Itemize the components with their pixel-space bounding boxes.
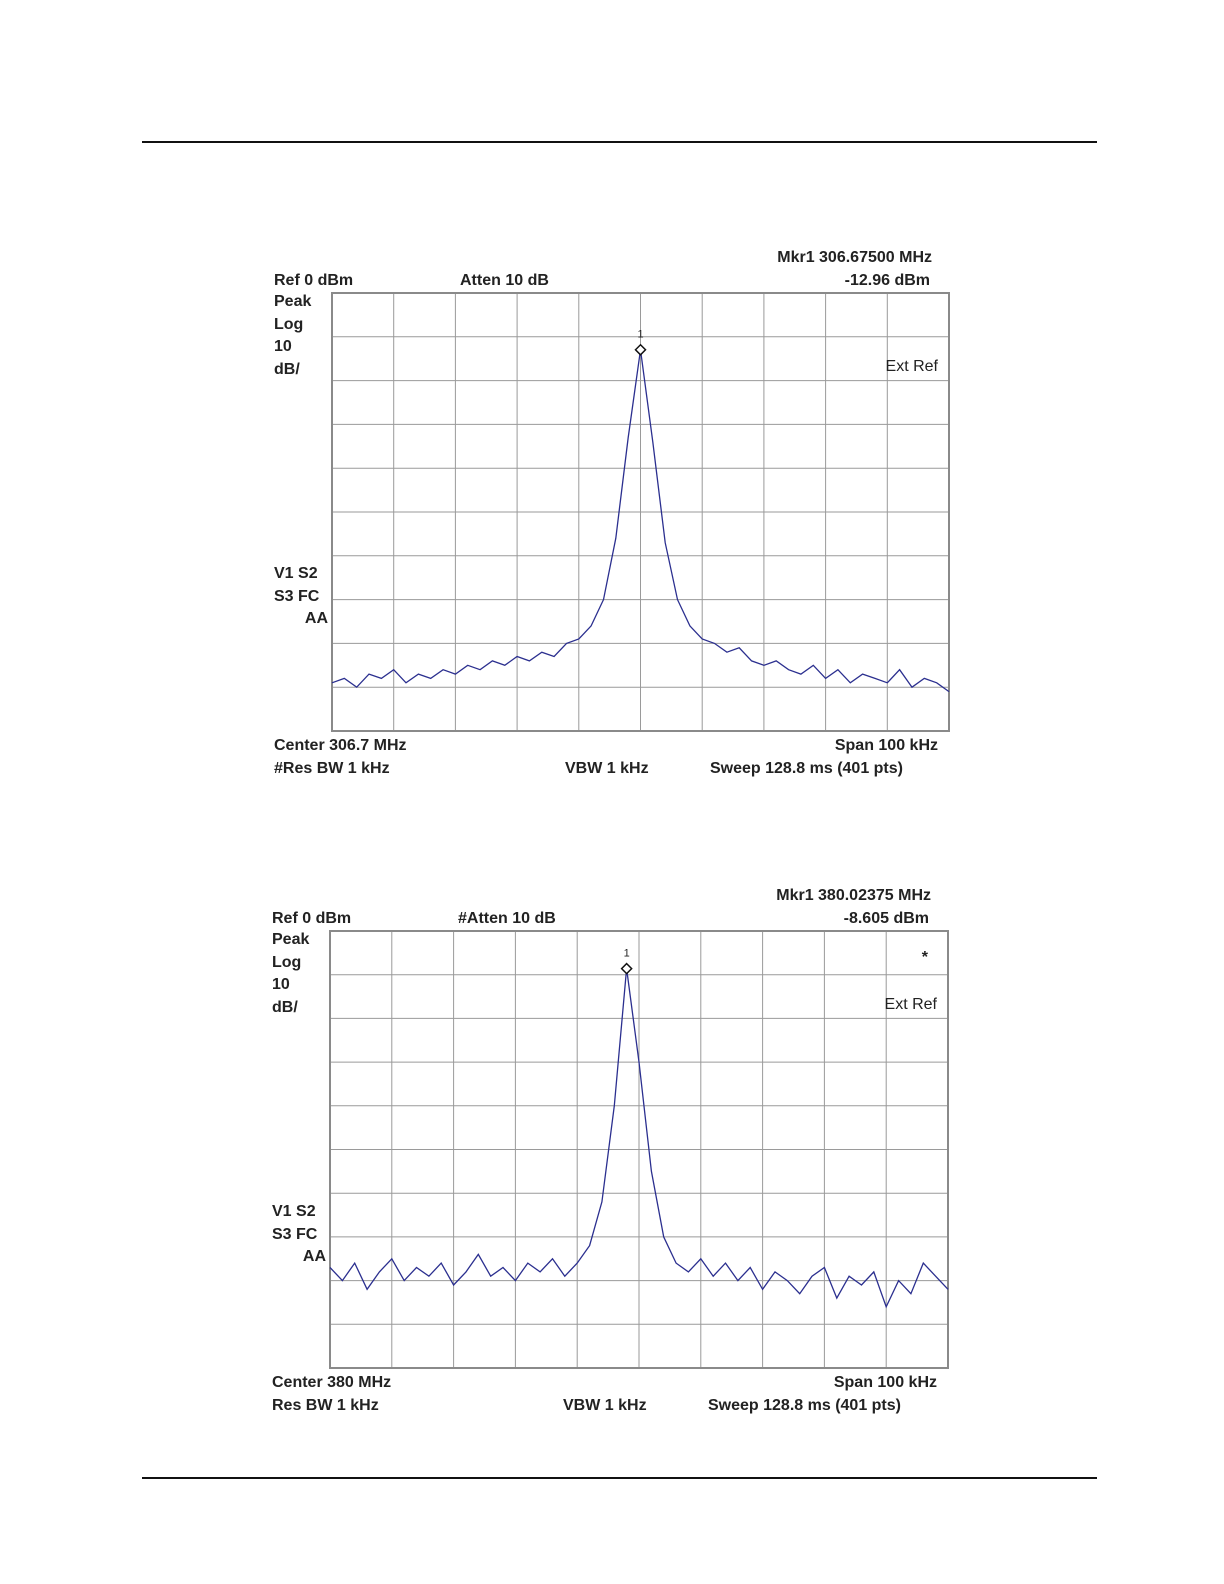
annotation-atten: #Atten 10 dB: [458, 910, 556, 927]
annotation-log: Log: [272, 954, 301, 971]
annotation-peak: Peak: [274, 293, 311, 310]
annotation-s3: S3 FC: [272, 1226, 318, 1243]
annotation-star: *: [922, 949, 929, 966]
annotation-center: Center 380 MHz: [272, 1374, 391, 1391]
annotation-log: Log: [274, 316, 303, 333]
annotation-scale: 10: [274, 338, 292, 355]
peak-marker: [620, 962, 633, 975]
annotation-ref: Ref 0 dBm: [272, 910, 351, 927]
annotation-mkr: Mkr1 380.02375 MHz: [776, 887, 931, 904]
annotation-res-bw: Res BW 1 kHz: [272, 1397, 379, 1414]
annotation-sweep: Sweep 128.8 ms (401 pts): [710, 760, 903, 777]
annotation-v1: V1 S2: [272, 1203, 316, 1220]
marker-label: 1: [637, 329, 643, 341]
annotation-aa: AA: [303, 1248, 327, 1265]
annotation-ext-ref: Ext Ref: [885, 996, 938, 1013]
annotation-aa: AA: [305, 610, 329, 627]
annotation-peak: Peak: [272, 931, 309, 948]
peak-marker: [634, 343, 647, 356]
annotation-s3: S3 FC: [274, 588, 320, 605]
annotation-res-bw: #Res BW 1 kHz: [274, 760, 390, 777]
annotation-ext-ref: Ext Ref: [886, 358, 939, 375]
annotation-unit: dB/: [272, 999, 298, 1016]
marker-label: 1: [624, 948, 630, 960]
annotation-atten: Atten 10 dB: [460, 272, 549, 289]
annotation-center: Center 306.7 MHz: [274, 737, 407, 754]
annotation-sweep: Sweep 128.8 ms (401 pts): [708, 1397, 901, 1414]
annotation-span: Span 100 kHz: [835, 737, 938, 754]
annotation-mkr: Mkr1 306.67500 MHz: [777, 249, 932, 266]
annotation-ref: Ref 0 dBm: [274, 272, 353, 289]
annotation-unit: dB/: [274, 361, 300, 378]
annotation-vbw: VBW 1 kHz: [565, 760, 649, 777]
plot-border: [329, 930, 949, 1369]
annotation-span: Span 100 kHz: [834, 1374, 937, 1391]
annotation-vbw: VBW 1 kHz: [563, 1397, 647, 1414]
annotation-scale: 10: [272, 976, 290, 993]
annotation-mkr-value: -12.96 dBm: [845, 272, 930, 289]
annotation-v1: V1 S2: [274, 565, 318, 582]
plot-border: [331, 292, 950, 732]
trace: [329, 968, 949, 1309]
annotation-mkr-value: -8.605 dBm: [844, 910, 929, 927]
